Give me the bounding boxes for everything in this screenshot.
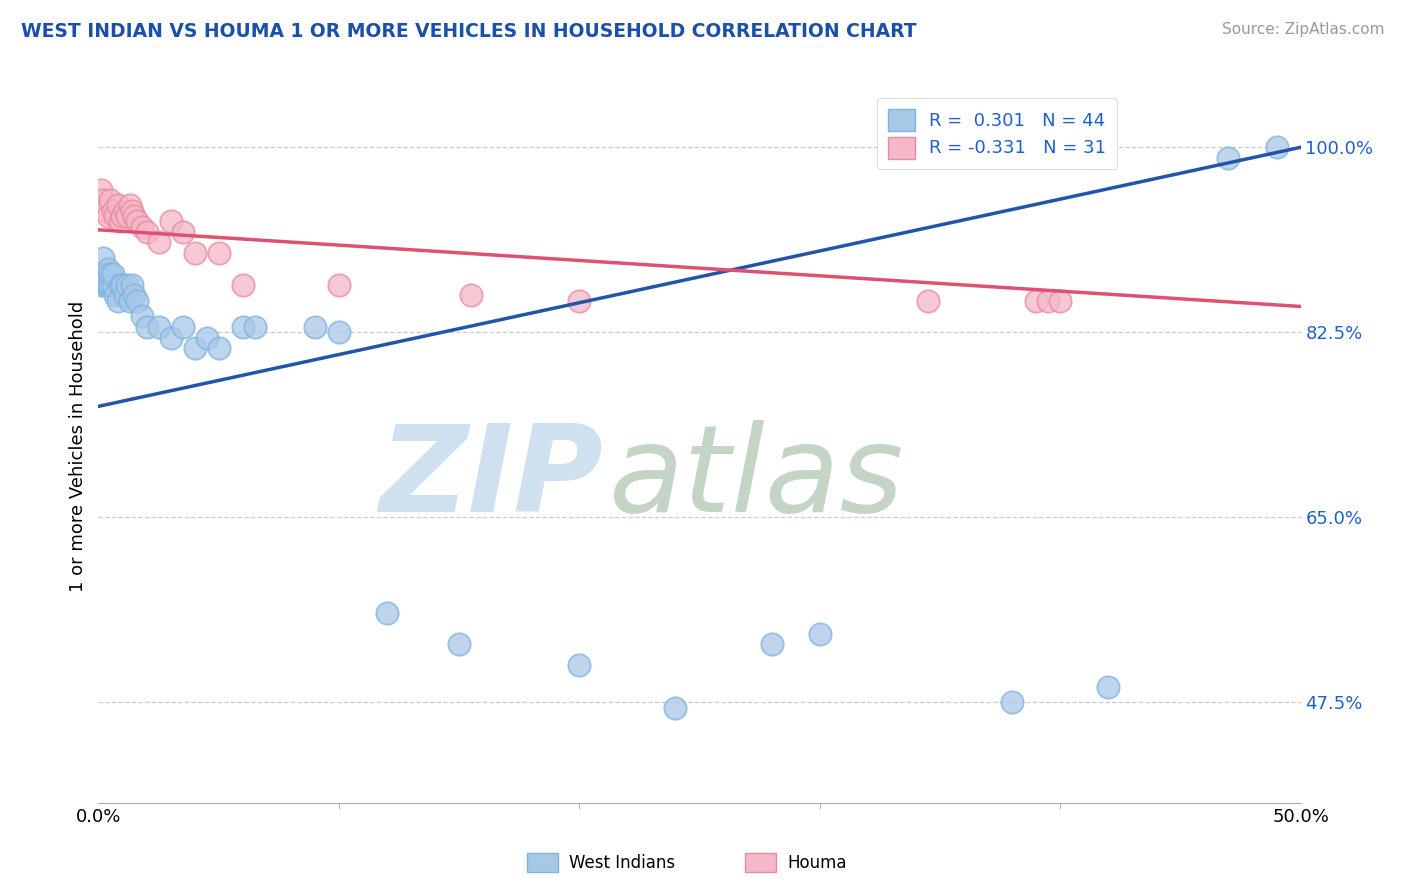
Point [97, 261, 120, 276]
Point [107, 293, 129, 308]
Point [135, 225, 157, 239]
Point [101, 203, 124, 218]
Point [183, 341, 205, 355]
Point [97, 209, 120, 223]
Point [328, 277, 350, 292]
Point [118, 198, 141, 212]
Point [243, 320, 266, 334]
Point [148, 235, 170, 250]
Point [117, 277, 139, 292]
Point [208, 246, 231, 260]
Point [91, 193, 114, 207]
Point [195, 331, 218, 345]
Point [135, 320, 157, 334]
Point [159, 331, 181, 345]
Point [183, 246, 205, 260]
Point [101, 267, 124, 281]
Point [118, 293, 141, 308]
Point [121, 277, 143, 292]
Point [208, 341, 231, 355]
Point [808, 626, 831, 640]
Point [232, 320, 254, 334]
Point [114, 203, 136, 218]
Point [91, 252, 114, 266]
Point [232, 277, 254, 292]
Point [124, 209, 146, 223]
Point [447, 637, 470, 651]
Point [107, 198, 129, 212]
Text: Houma: Houma [787, 855, 846, 872]
Point [131, 219, 153, 234]
Point [172, 225, 194, 239]
Y-axis label: 1 or more Vehicles in Household: 1 or more Vehicles in Household [69, 301, 87, 591]
Point [1025, 293, 1047, 308]
Point [1097, 680, 1119, 694]
Point [460, 288, 482, 302]
Point [568, 658, 591, 673]
Point [125, 293, 148, 308]
Point [104, 288, 127, 302]
Point [1265, 140, 1288, 154]
Point [91, 272, 114, 286]
Point [1049, 293, 1071, 308]
Point [328, 326, 350, 340]
Point [97, 277, 120, 292]
Point [148, 320, 170, 334]
Point [124, 288, 146, 302]
Point [111, 277, 134, 292]
Point [94, 203, 117, 218]
Point [125, 214, 148, 228]
Point [90, 277, 112, 292]
Point [100, 193, 122, 207]
Text: atlas: atlas [609, 419, 904, 537]
Point [917, 293, 939, 308]
Point [111, 209, 134, 223]
Point [131, 310, 153, 324]
Legend: R =  0.301   N = 44, R = -0.331   N = 31: R = 0.301 N = 44, R = -0.331 N = 31 [877, 98, 1118, 169]
Point [104, 209, 127, 223]
Point [94, 267, 117, 281]
Point [304, 320, 326, 334]
Point [117, 209, 139, 223]
Point [1036, 293, 1059, 308]
Text: Source: ZipAtlas.com: Source: ZipAtlas.com [1222, 22, 1385, 37]
Point [101, 277, 124, 292]
Point [121, 203, 143, 218]
Point [1001, 695, 1024, 709]
Point [664, 700, 686, 714]
Point [94, 277, 117, 292]
Point [375, 606, 398, 620]
Point [114, 288, 136, 302]
Point [1218, 151, 1240, 165]
Point [90, 267, 112, 281]
Point [108, 214, 131, 228]
Point [761, 637, 783, 651]
Point [100, 267, 122, 281]
Text: ZIP: ZIP [380, 419, 603, 537]
Point [100, 277, 122, 292]
Point [108, 277, 131, 292]
Point [172, 320, 194, 334]
Point [568, 293, 591, 308]
Point [159, 214, 181, 228]
Text: West Indians: West Indians [569, 855, 675, 872]
Point [90, 183, 112, 197]
Text: WEST INDIAN VS HOUMA 1 OR MORE VEHICLES IN HOUSEHOLD CORRELATION CHART: WEST INDIAN VS HOUMA 1 OR MORE VEHICLES … [21, 22, 917, 41]
